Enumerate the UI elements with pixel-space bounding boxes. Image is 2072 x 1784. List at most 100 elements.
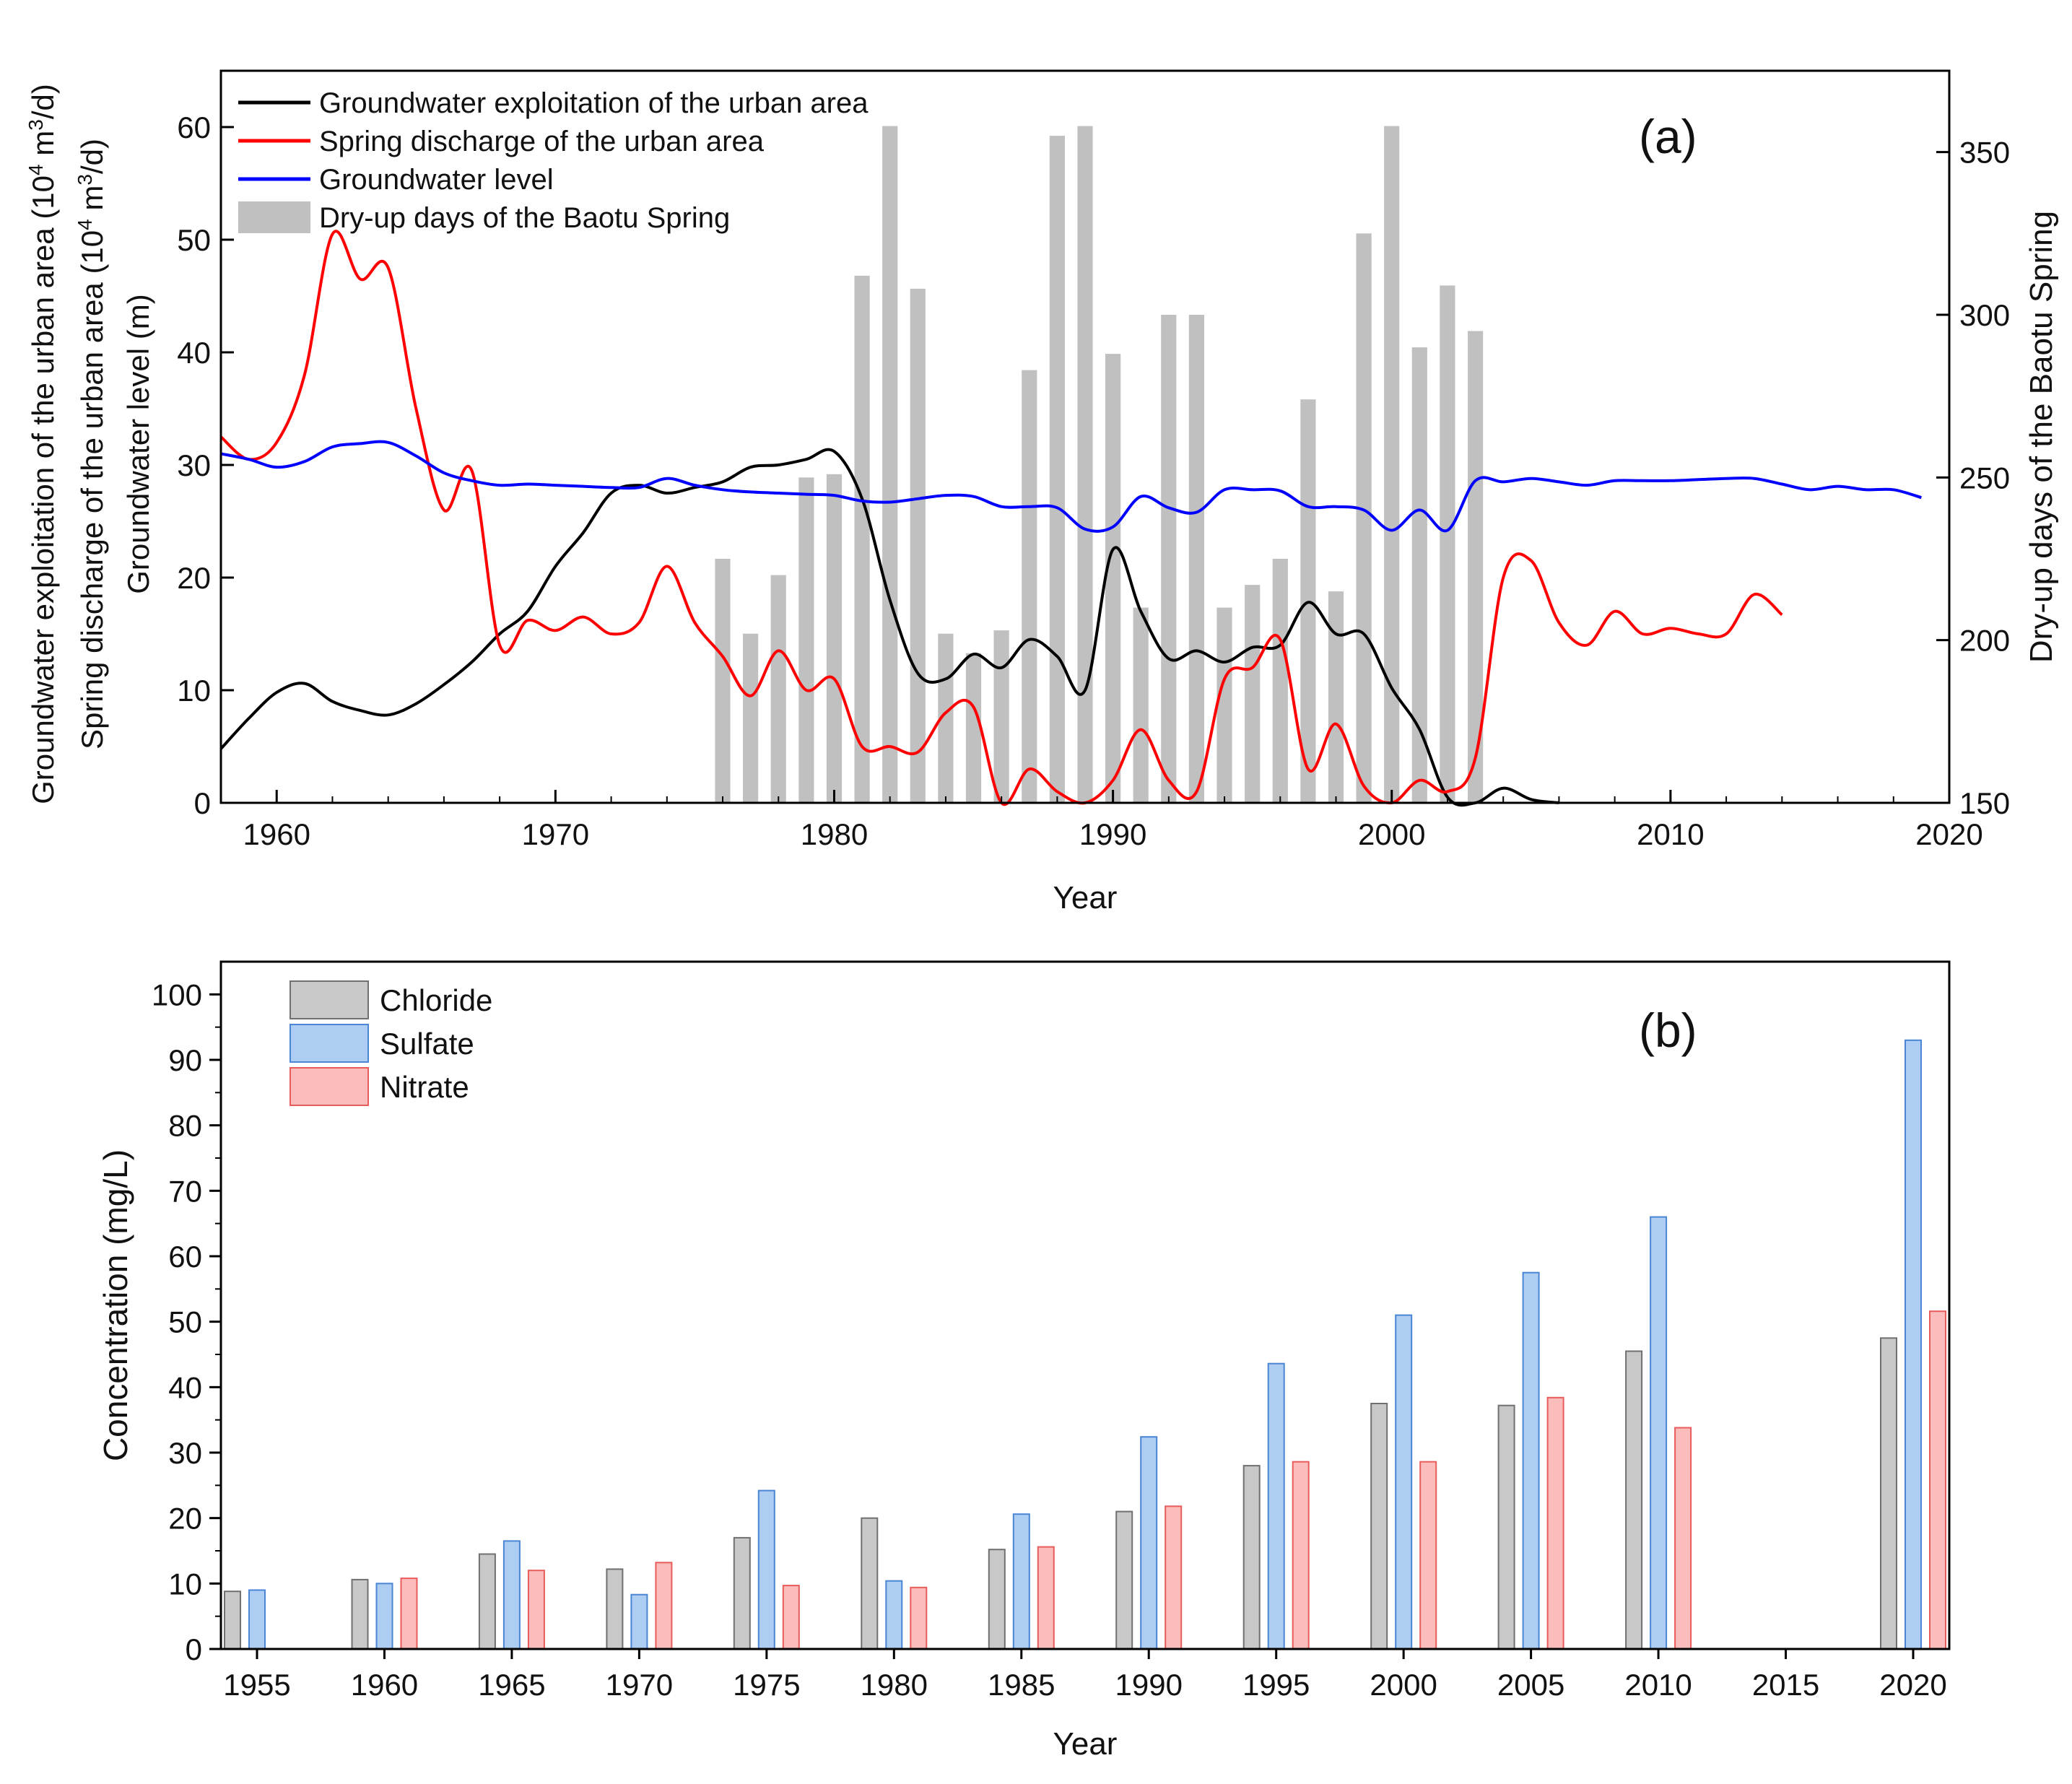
panel-b-label: (b) <box>1639 1004 1697 1057</box>
y-tick-label-60: 60 <box>177 110 211 144</box>
chloride-bar-1955 <box>224 1591 241 1650</box>
panel-a-ticks: 1960 1970 1980 1990 2000 2010 2020 0 10 20 30 40 50 6… <box>177 110 2010 851</box>
x-tick-label-1980: 1980 <box>861 1668 928 1702</box>
nitrate-bar-1985 <box>1037 1546 1055 1650</box>
legend-label-2: Nitrate <box>380 1070 469 1104</box>
left-axis-label-0-part-4: /d) <box>26 84 60 119</box>
dry-up-bar-1979 <box>798 477 814 803</box>
x-tick-label-2010: 2010 <box>1624 1668 1692 1702</box>
chloride-bar-2020 <box>1880 1337 1897 1650</box>
sulfate-bar-1965 <box>502 1540 521 1650</box>
panel-b-y-axis-label: Concentration (mg/L) <box>97 1149 134 1461</box>
dry-up-bar-1988 <box>1049 136 1065 804</box>
chloride-bar-1990 <box>1115 1510 1133 1650</box>
left-axis-label-0-part-3: 3 <box>25 119 47 131</box>
y-tick-label-20: 20 <box>177 561 211 595</box>
y-tick-label-90: 90 <box>168 1043 202 1077</box>
dry-up-bar-1983 <box>910 288 926 803</box>
sulfate-bar-1955 <box>248 1589 266 1650</box>
series-line-0 <box>219 448 1559 807</box>
x-tick-label-2000: 2000 <box>1370 1668 1437 1702</box>
series-line-1 <box>219 230 1783 806</box>
nitrate-bar-1995 <box>1292 1461 1310 1650</box>
panel-a-frame <box>219 69 1951 804</box>
panel-a-lines <box>219 230 1922 807</box>
left-axis-label-1: Spring discharge of the urban area (104 … <box>74 139 110 749</box>
nitrate-bar-1970 <box>655 1562 673 1650</box>
sulfate-bar-1980 <box>885 1580 903 1650</box>
y2-tick-label-300: 300 <box>1959 298 2010 332</box>
dry-up-bar-1982 <box>882 126 898 804</box>
dry-up-bars <box>715 126 1484 804</box>
legend-swatch-0 <box>290 980 369 1019</box>
left-axis-label-0: Groundwater exploitation of the urban ar… <box>25 84 61 804</box>
panel-a-label: (a) <box>1639 110 1697 163</box>
x-tick-label-1990: 1990 <box>1079 817 1146 851</box>
dry-up-bar-1977 <box>743 633 759 803</box>
y2-tick-label-150: 150 <box>1959 786 2010 820</box>
y-tick-label-10: 10 <box>177 674 211 708</box>
nitrate-bar-1975 <box>782 1585 800 1650</box>
left-axis-label-2-part-0: Groundwater level (m) <box>121 294 155 593</box>
left-axis-label-0-part-2: m <box>26 131 60 165</box>
x-tick-label-2000: 2000 <box>1358 817 1425 851</box>
y2-tick-label-250: 250 <box>1959 461 2010 495</box>
y-tick-label-100: 100 <box>152 978 202 1011</box>
dry-up-bar-1993 <box>1188 315 1204 803</box>
dry-up-bar-1995 <box>1245 585 1261 803</box>
dry-up-bar-1987 <box>1022 370 1037 803</box>
x-tick-label-1985: 1985 <box>988 1668 1055 1702</box>
y-tick-label-80: 80 <box>168 1109 202 1143</box>
x-tick-label-2015: 2015 <box>1752 1668 1819 1702</box>
series-line-2 <box>220 440 1922 533</box>
panel-b-ticks: 1955 1960 1965 1970 1975 1980 1985 1990 1995 2000… <box>152 978 1947 1702</box>
dry-up-bar-1991 <box>1133 607 1149 803</box>
nitrate-bar-2020 <box>1929 1310 1946 1650</box>
nitrate-bar-1965 <box>527 1570 545 1650</box>
chloride-bar-2005 <box>1497 1404 1515 1650</box>
dry-up-bar-1976 <box>715 559 731 803</box>
left-axis-label-1-part-3: 3 <box>74 174 96 186</box>
sulfate-bar-2000 <box>1395 1314 1413 1650</box>
chloride-bar-1970 <box>606 1568 624 1650</box>
x-tick-label-1975: 1975 <box>733 1668 800 1702</box>
dry-up-bar-1998 <box>1328 591 1344 803</box>
sulfate-bar-1985 <box>1012 1513 1030 1650</box>
legend-label-1: Spring discharge of the urban area <box>319 126 765 157</box>
x-tick-label-1970: 1970 <box>606 1668 673 1702</box>
x-tick-label-1995: 1995 <box>1242 1668 1310 1702</box>
legend-swatch-2 <box>290 1067 369 1106</box>
x-tick-label-1980: 1980 <box>801 817 868 851</box>
panel-a-legend: Groundwater exploitation of the urban ar… <box>238 87 869 234</box>
y-tick-label-30: 30 <box>168 1436 202 1470</box>
x-tick-label-2020: 2020 <box>1915 817 1982 851</box>
dry-up-bar-1986 <box>993 630 1009 803</box>
chloride-bar-1960 <box>351 1578 369 1650</box>
dry-up-bar-2000 <box>1384 126 1400 804</box>
legend-label-2: Groundwater level <box>319 164 554 196</box>
x-tick-label-2005: 2005 <box>1497 1668 1564 1702</box>
dry-up-bar-1985 <box>965 653 982 803</box>
left-axis-label-0-part-0: Groundwater exploitation of the urban ar… <box>26 175 60 804</box>
nitrate-bar-2000 <box>1419 1461 1437 1650</box>
y-tick-label-50: 50 <box>168 1305 202 1339</box>
panel-a-right-axis-label: Dry-up days of the Baotu Spring <box>2024 211 2059 663</box>
panel-b: 1955 1960 1965 1970 1975 1980 1985 1990 1995 2000… <box>97 960 1951 1762</box>
x-tick-label-1965: 1965 <box>478 1668 545 1702</box>
chloride-bar-1975 <box>733 1536 751 1650</box>
y2-tick-label-200: 200 <box>1959 624 2010 658</box>
x-tick-label-1970: 1970 <box>522 817 589 851</box>
y-tick-label-70: 70 <box>168 1174 202 1208</box>
nitrate-bar-1990 <box>1165 1505 1183 1650</box>
y-tick-label-40: 40 <box>168 1370 202 1404</box>
legend-swatch-1 <box>290 1024 369 1063</box>
y-tick-label-50: 50 <box>177 223 211 257</box>
legend-label-0: Chloride <box>380 983 492 1017</box>
dry-up-bar-1980 <box>826 474 843 803</box>
sulfate-bar-1975 <box>757 1489 775 1650</box>
x-tick-label-2020: 2020 <box>1879 1668 1946 1702</box>
y-tick-label-0: 0 <box>186 1632 202 1666</box>
sulfate-bar-2020 <box>1905 1039 1922 1650</box>
